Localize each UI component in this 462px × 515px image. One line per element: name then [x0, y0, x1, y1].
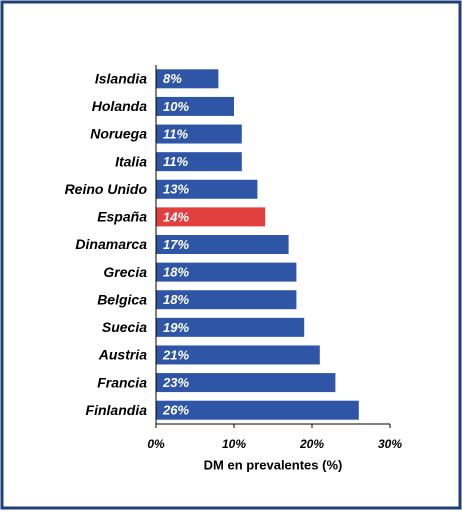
category-label: Austria	[98, 347, 147, 363]
value-label: 11%	[163, 154, 188, 169]
bar	[156, 290, 297, 310]
value-label: 13%	[163, 182, 189, 197]
value-label: 23%	[162, 375, 189, 390]
bar	[156, 207, 266, 227]
bar	[156, 152, 242, 172]
category-label: Italia	[115, 153, 147, 169]
bar	[156, 262, 297, 282]
category-label: España	[97, 209, 147, 225]
value-label: 17%	[163, 237, 189, 252]
bar	[156, 124, 242, 144]
bar	[156, 345, 320, 365]
category-label: Reino Unido	[65, 181, 148, 197]
x-axis-title: DM en prevalentes (%)	[204, 457, 343, 472]
category-label: Francia	[97, 374, 147, 390]
category-label: Dinamarca	[75, 236, 147, 252]
category-label: Noruega	[90, 126, 147, 142]
bar	[156, 317, 305, 337]
category-label: Holanda	[92, 98, 147, 114]
value-label: 18%	[163, 292, 189, 307]
bar	[156, 235, 289, 254]
category-label: Islandia	[95, 71, 147, 87]
category-label: Grecia	[103, 264, 147, 280]
value-label: 21%	[162, 347, 189, 362]
category-label: Finlandia	[86, 402, 148, 418]
x-tick-label: 30%	[378, 437, 402, 451]
bar	[156, 96, 234, 116]
bar	[156, 373, 336, 393]
value-label: 11%	[163, 126, 188, 141]
category-label: Belgica	[97, 291, 147, 307]
bar	[156, 400, 359, 420]
bar	[156, 69, 219, 89]
value-label: 26%	[162, 403, 189, 418]
value-label: 10%	[163, 99, 189, 114]
value-label: 14%	[163, 209, 189, 224]
x-tick-label: 0%	[147, 437, 165, 451]
value-label: 18%	[163, 265, 189, 280]
x-tick-label: 10%	[222, 437, 246, 451]
value-label: 19%	[163, 320, 189, 335]
category-label: Suecia	[102, 319, 147, 335]
bar	[156, 179, 258, 199]
x-tick-label: 20%	[299, 437, 324, 451]
value-label: 8%	[163, 71, 182, 86]
